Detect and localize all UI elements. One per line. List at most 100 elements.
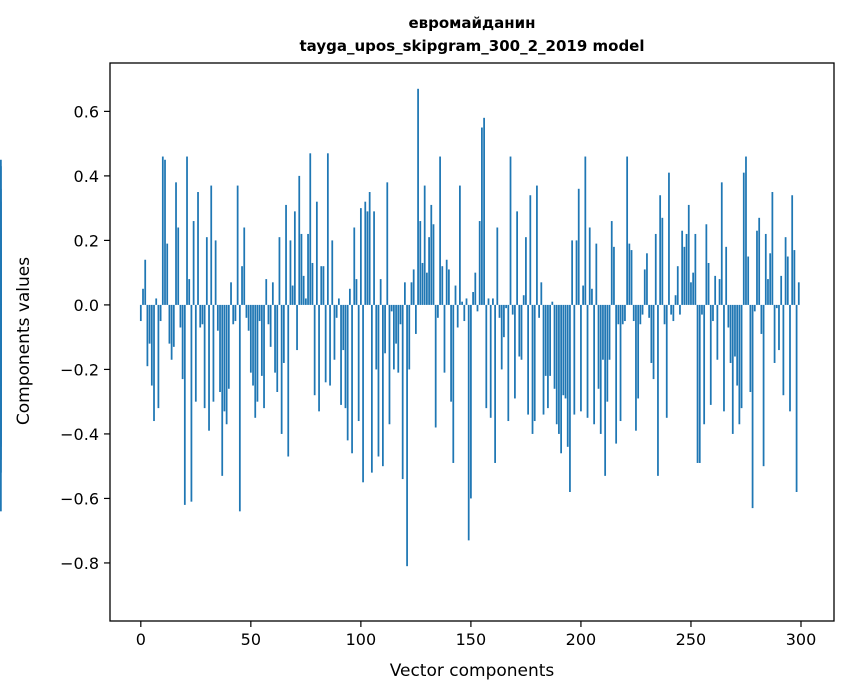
bar-44 — [237, 186, 239, 305]
x-tick-label: 0 — [136, 630, 146, 649]
bar-216 — [615, 305, 617, 444]
bar-251 — [692, 273, 694, 305]
bar-225 — [635, 305, 637, 431]
bar-38 — [224, 305, 226, 411]
bar-299 — [798, 282, 800, 305]
bar-42 — [232, 305, 234, 324]
bar-55 — [261, 305, 263, 376]
bar-191 — [560, 305, 562, 453]
bar-245 — [679, 305, 681, 315]
bar-79 — [314, 305, 316, 395]
bar-149 — [468, 305, 470, 540]
bar-153 — [477, 305, 479, 311]
bar-86 — [329, 305, 331, 386]
y-tick-label: 0.4 — [74, 167, 99, 186]
bar-220 — [624, 305, 626, 321]
bar-undefined — [0, 305, 2, 386]
bar-105 — [371, 305, 373, 473]
y-tick-label: −0.8 — [60, 554, 99, 573]
bar-121 — [406, 305, 408, 566]
bar-237 — [661, 218, 663, 305]
bar-157 — [485, 305, 487, 408]
bar-187 — [551, 302, 553, 305]
bar-81 — [318, 305, 320, 411]
bar-101 — [362, 305, 364, 482]
bar-248 — [686, 234, 688, 305]
bar-279 — [754, 305, 756, 311]
bar-142 — [452, 305, 454, 463]
bar-92 — [342, 305, 344, 350]
bar-168 — [510, 157, 512, 305]
bar-74 — [303, 276, 305, 305]
bar-173 — [521, 305, 523, 360]
bar-106 — [373, 211, 375, 305]
bar-52 — [254, 305, 256, 418]
bar-102 — [364, 202, 366, 305]
bar-181 — [538, 305, 540, 318]
bar-202 — [584, 157, 586, 305]
bar-221 — [626, 157, 628, 305]
bar-7 — [155, 298, 157, 304]
bar-116 — [395, 305, 397, 344]
bar-97 — [353, 228, 355, 305]
bar-117 — [397, 305, 399, 373]
bar-176 — [527, 305, 529, 415]
bar-207 — [595, 244, 597, 305]
bar-119 — [402, 305, 404, 479]
bar-111 — [384, 305, 386, 353]
bar-141 — [450, 305, 452, 402]
bar-294 — [787, 257, 789, 305]
bar-284 — [765, 234, 767, 305]
bar-285 — [767, 279, 769, 305]
bar-90 — [338, 298, 340, 304]
bar-15 — [173, 305, 175, 347]
bar-254 — [699, 305, 701, 463]
bar-197 — [573, 305, 575, 415]
bar-109 — [380, 279, 382, 305]
x-tick-label: 50 — [241, 630, 261, 649]
bar-275 — [745, 157, 747, 305]
bar-71 — [296, 305, 298, 350]
bar-267 — [727, 305, 729, 328]
bar-80 — [316, 202, 318, 305]
bar-195 — [569, 305, 571, 492]
bar-242 — [672, 305, 674, 321]
bar-222 — [628, 244, 630, 305]
bar-172 — [518, 305, 520, 357]
bar-37 — [221, 305, 223, 476]
bar-63 — [279, 237, 281, 305]
bar-283 — [763, 305, 765, 466]
bar-158 — [488, 298, 490, 304]
bar-54 — [259, 305, 261, 321]
bar-291 — [780, 276, 782, 305]
bar-27 — [199, 305, 201, 328]
bar-243 — [675, 295, 677, 305]
bar-233 — [653, 305, 655, 379]
bar-70 — [294, 211, 296, 305]
bar-108 — [378, 305, 380, 457]
bar-270 — [734, 305, 736, 357]
bar-59 — [270, 305, 272, 347]
bar-4 — [149, 305, 151, 344]
bar-218 — [620, 305, 622, 421]
bar-69 — [292, 286, 294, 305]
bar-undefined — [0, 160, 2, 305]
bar-33 — [213, 305, 215, 402]
bar-298 — [796, 305, 798, 492]
bar-84 — [325, 305, 327, 382]
bar-241 — [670, 305, 672, 315]
bar-36 — [219, 305, 221, 392]
bar-166 — [505, 305, 507, 308]
bar-60 — [272, 282, 274, 305]
bar-250 — [690, 282, 692, 305]
bar-31 — [208, 305, 210, 431]
bar-246 — [681, 231, 683, 305]
bar-65 — [283, 305, 285, 363]
bar-20 — [184, 305, 186, 505]
bar-255 — [701, 305, 703, 315]
bar-280 — [756, 231, 758, 305]
bar-171 — [516, 211, 518, 305]
chart-subtitle: tayga_upos_skipgram_300_2_2019 model — [300, 37, 645, 55]
